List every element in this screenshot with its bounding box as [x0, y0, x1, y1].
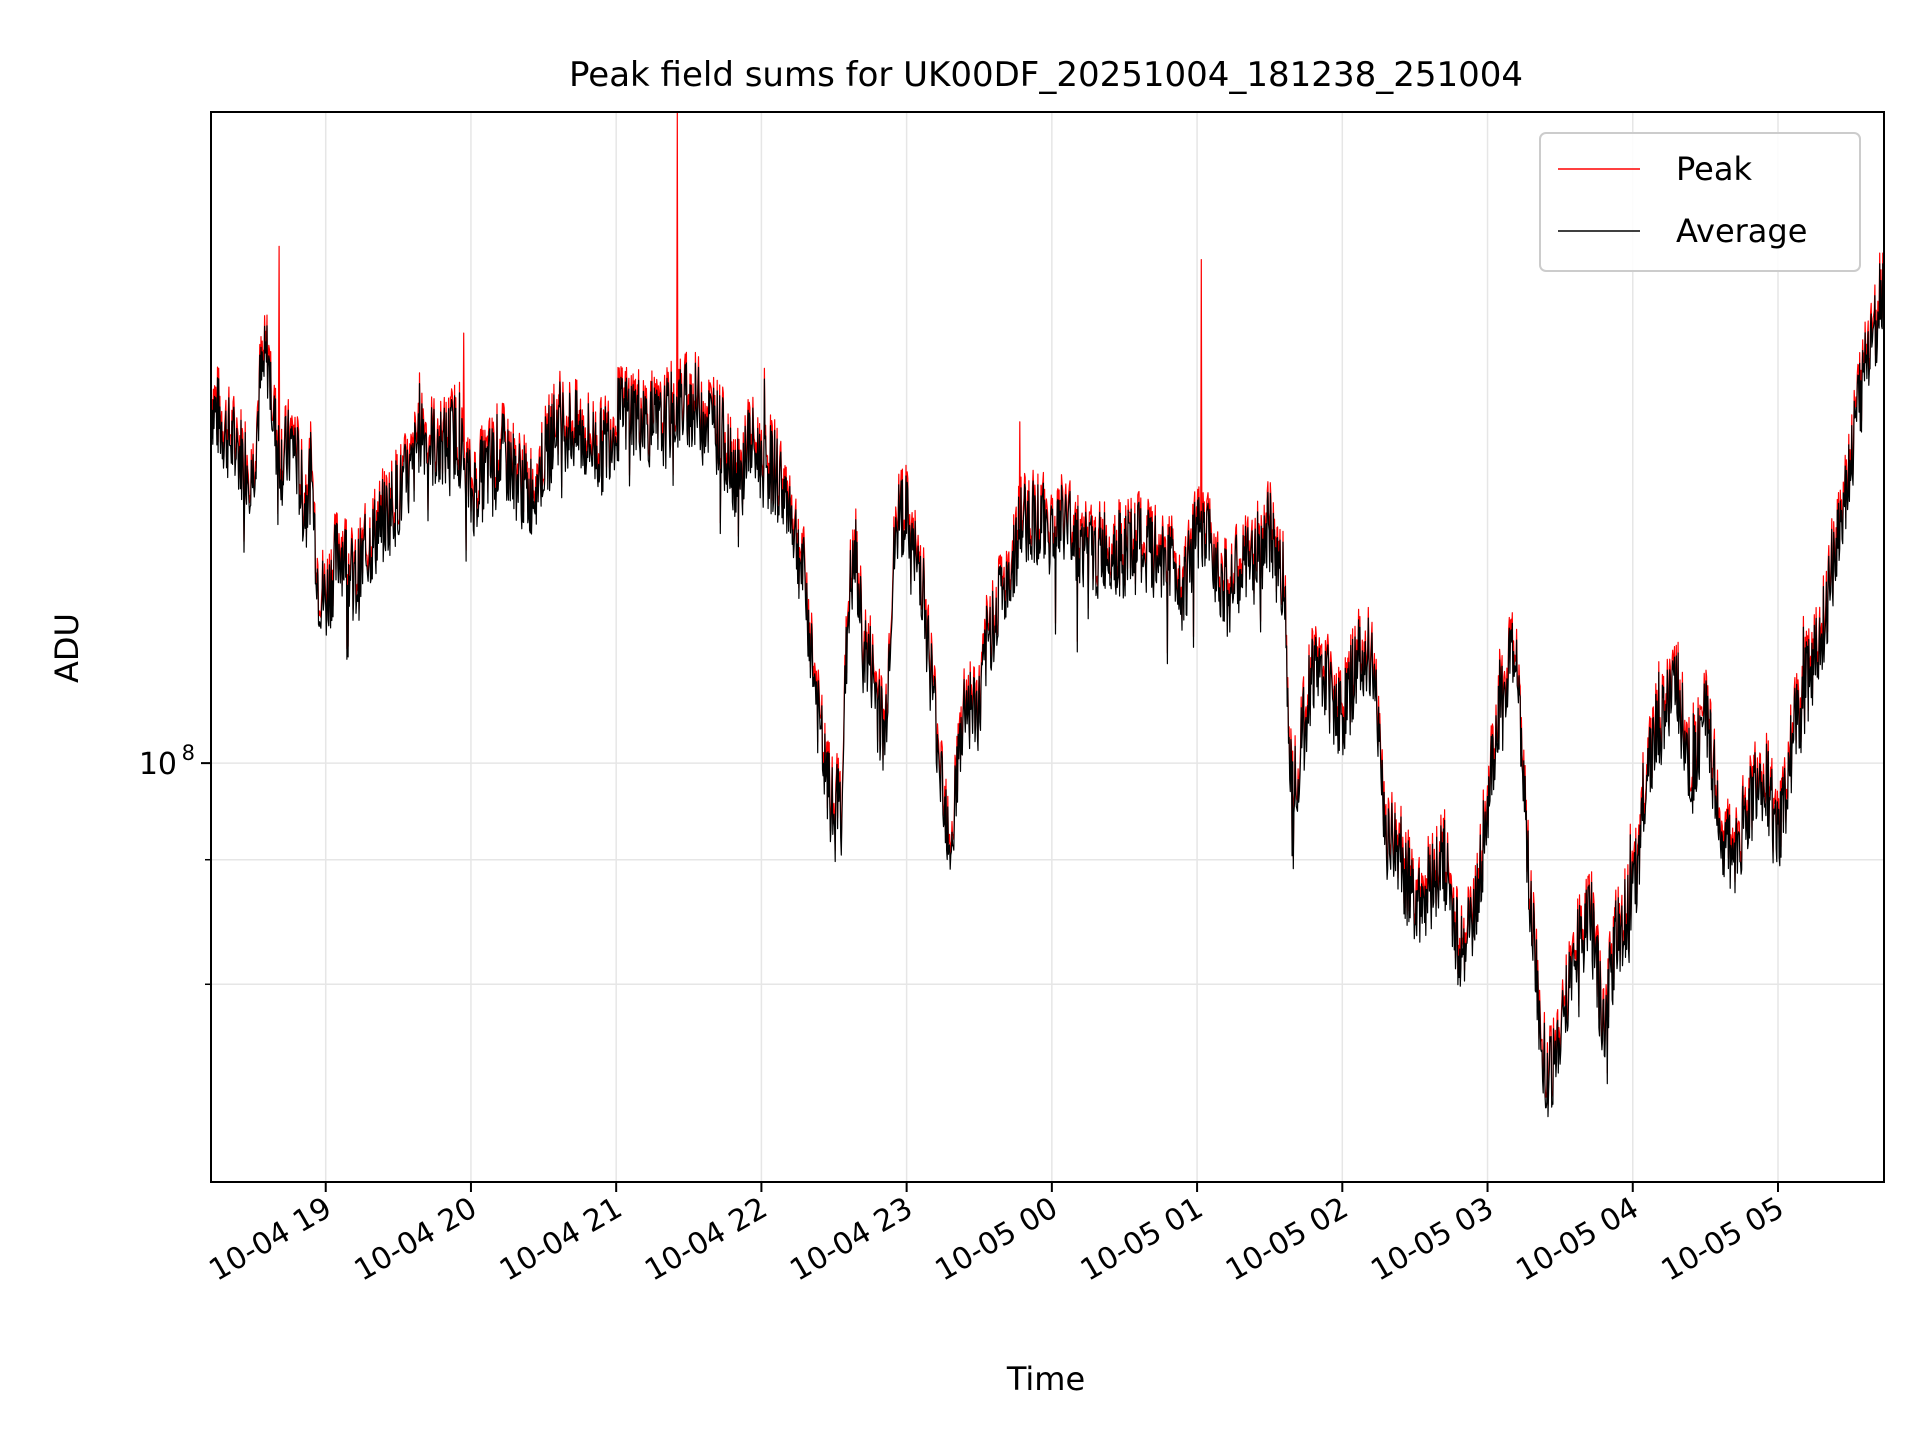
average-series-line	[210, 233, 1885, 1118]
plot-frame	[210, 111, 1885, 1183]
x-axis-label: Time	[1006, 1360, 1085, 1398]
grid	[211, 112, 1884, 1182]
legend-peak-label: Peak	[1676, 150, 1752, 188]
legend-average-label: Average	[1676, 212, 1807, 250]
y-tick-label-exponent: 8	[182, 741, 195, 765]
y-tick-label: 10	[139, 747, 177, 782]
chart-title: Peak field sums for UK00DF_20251004_1812…	[569, 55, 1523, 95]
y-axis-label: ADU	[48, 613, 86, 683]
legend-box	[1539, 132, 1861, 272]
series	[210, 111, 1885, 1118]
y-ticks: 10 8	[139, 741, 211, 986]
legend: Peak Average	[1539, 132, 1861, 272]
y-tick-label-base: 10	[139, 747, 177, 782]
